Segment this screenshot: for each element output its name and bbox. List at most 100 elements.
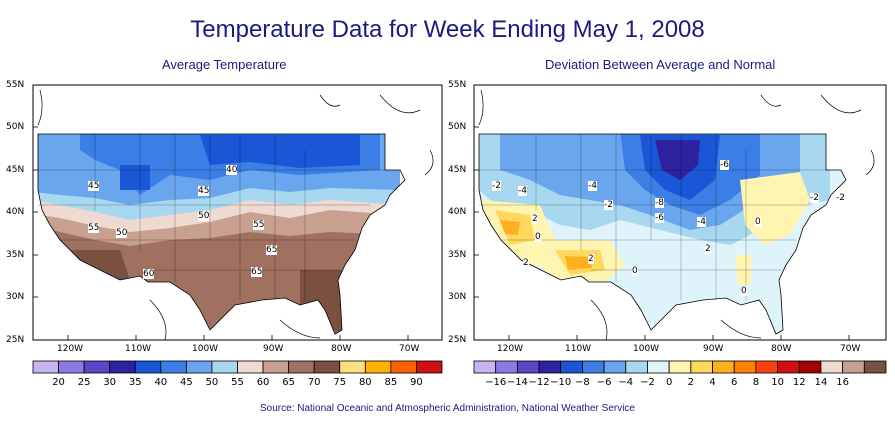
legend-swatch [185,360,213,374]
contour-label: 65 [251,267,263,277]
contour-label: -2 [836,193,845,203]
legend-swatch [109,360,136,374]
legend-tick-label: 6 [731,377,737,388]
legend-swatch [560,360,583,374]
legend-tick-label: −12 [528,377,549,388]
left-lat-label: 55N [6,80,25,90]
legend-swatch [339,360,366,374]
right-lon-label: 100W [633,344,660,354]
contour-label: -2 [810,193,819,203]
contour-label: -2 [604,200,613,210]
right-lon-label: 70W [840,344,861,354]
legend-swatch [262,360,290,374]
left-map-subtitle: Average Temperature [162,57,287,72]
contour-label: 0 [741,286,747,296]
right-lat-label: 50N [448,122,467,132]
right-lat-label: 30N [448,292,467,302]
legend-tick-label: 16 [836,377,849,388]
contour-label: 55 [88,223,100,233]
legend-swatch [495,360,518,374]
right-lat-label: 25N [448,335,467,345]
legend-swatch [712,360,735,374]
legend-tick-label: 35 [129,377,142,388]
left-lat-label: 30N [6,292,25,302]
legend-tick-label: 85 [385,377,398,388]
legend-tick-label: −10 [550,377,571,388]
legend-tick-label: 0 [666,377,672,388]
legend-tick-label: 8 [753,377,759,388]
contour-label: -6 [720,160,729,170]
right-lat-label: 40N [448,207,467,217]
legend-tick-label: 50 [206,377,219,388]
legend-swatch [538,360,562,374]
page-title: Temperature Data for Week Ending May 1, … [190,16,705,43]
contour-label: 0 [535,232,541,242]
left-lat-label: 50N [6,122,25,132]
legend-tick-label: −6 [597,377,612,388]
legend-swatch [288,360,315,374]
legend-swatch [32,360,59,374]
right-lat-label: 35N [448,250,467,260]
contour-label: -4 [518,186,527,196]
left-lon-label: 70W [399,344,420,354]
contour-label: -4 [697,217,706,227]
legend-swatch [516,360,540,374]
contour-label: -4 [588,181,597,191]
legend-swatch [416,360,443,374]
legend-swatch [211,360,238,374]
legend-swatch [755,360,778,374]
left-lon-label: 80W [331,344,352,354]
contour-label: 50 [198,211,210,221]
legend-tick-label: 40 [154,377,167,388]
left-lat-label: 35N [6,250,25,260]
legend-swatch [647,360,670,374]
legend-swatch [863,360,887,374]
right-lat-label: 55N [448,80,467,90]
contour-label: 50 [116,228,128,238]
contour-label: 2 [523,258,529,268]
left-lat-label: 45N [6,165,25,175]
right-lon-label: 110W [565,344,592,354]
legend-swatch [603,360,627,374]
right-map-subtitle: Deviation Between Average and Normal [545,57,776,72]
contour-label: 60 [143,269,155,279]
legend-swatch [237,360,264,374]
legend-swatch [313,360,341,374]
right-lon-label: 90W [703,344,724,354]
contour-label: 2 [588,254,594,264]
contour-label: -6 [655,213,664,223]
legend-swatch [798,360,822,374]
legend-tick-label: 90 [410,377,423,388]
legend-tick-label: 55 [231,377,244,388]
legend-swatch [668,360,692,374]
legend-swatch [134,360,162,374]
legend-swatch [777,360,800,374]
left-lat-label: 40N [6,207,25,217]
contour-label: 65 [266,245,278,255]
contour-label: 40 [226,165,238,175]
contour-label: 45 [198,186,210,196]
legend-swatch [473,360,497,374]
legend-tick-label: −14 [507,377,528,388]
legend-swatch [364,360,392,374]
left-map [32,84,443,341]
left-lon-label: 110W [125,344,152,354]
legend-tick-label: 45 [180,377,193,388]
left-lon-label: 120W [57,344,84,354]
legend-tick-label: 4 [709,377,715,388]
legend-tick-label: 70 [308,377,321,388]
legend-tick-label: −16 [485,377,506,388]
legend-tick-label: 12 [793,377,806,388]
legend-swatch [690,360,713,374]
legend-swatch [83,360,111,374]
right-color-legend: −16 −14 −12 −10 −8 −6 −4 −2 0 2 4 6 8 10 12 14 16 [473,360,887,388]
contour-label: -2 [492,181,501,191]
legend-tick-label: 14 [815,377,828,388]
legend-tick-label: 80 [359,377,372,388]
contour-label: 2 [705,244,711,254]
left-lon-label: 90W [263,344,284,354]
contour-label: 0 [632,266,638,276]
contour-label: 0 [755,217,761,227]
source-note: Source: National Oceanic and Atmospheric… [259,403,635,414]
